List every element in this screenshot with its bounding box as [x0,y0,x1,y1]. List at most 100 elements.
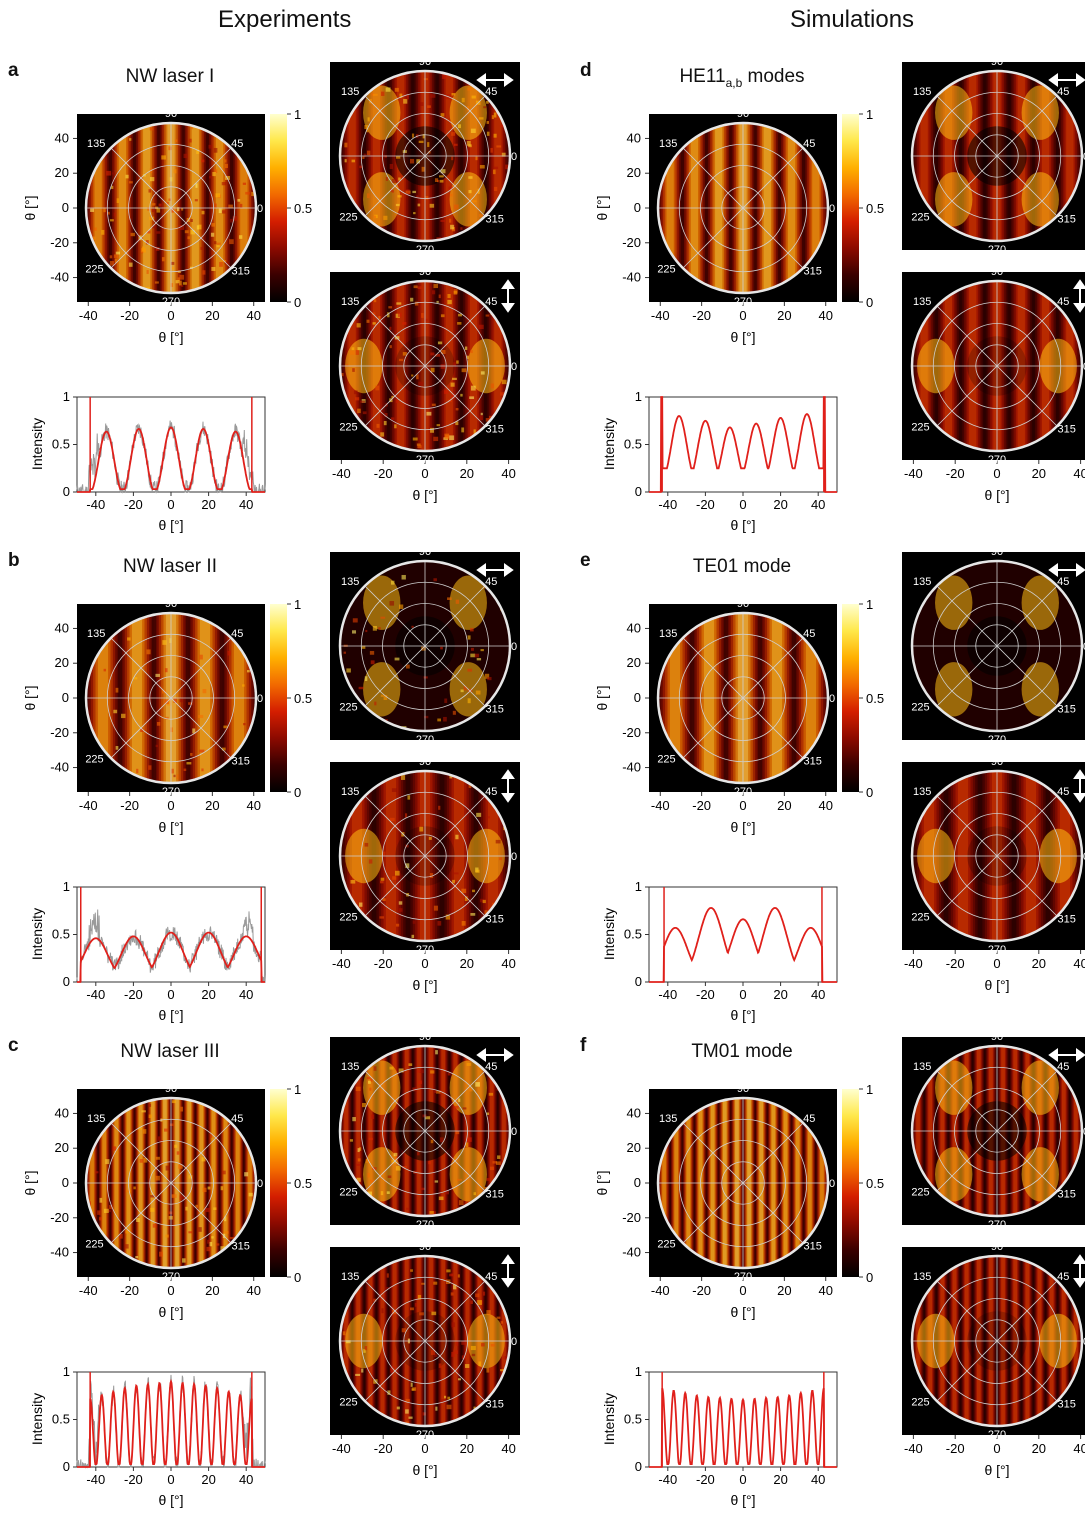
x-tick-label: -20 [120,308,139,323]
x-tick-label: -20 [692,1283,711,1298]
y-tick-label: -20 [622,725,641,740]
polar-angle-label: 270 [162,296,180,308]
polar-angle-label: 45 [1057,1061,1069,1073]
polar-angle-label: 225 [657,754,675,766]
polar-grid [340,71,510,241]
colorbar [842,604,859,792]
polar-angle-label: 45 [485,86,497,98]
panel-title: HE11a,b modes [632,66,852,90]
y-tick-label: 40 [627,1105,641,1120]
panel-title-tail: modes [742,66,805,87]
x-tick-label: -40 [651,1283,670,1298]
polar-angle-label: 270 [734,1271,752,1283]
polar-angle-label: 0 [1083,361,1085,373]
polar-angle-label: 225 [911,212,929,224]
y-tick-label: 40 [55,620,69,635]
polar-angle-label: 315 [486,423,504,435]
colorbar-tick-label: 1 [866,597,873,612]
polar-angle-label: 225 [85,754,103,766]
x-tick-label: -40 [79,798,98,813]
x-tick-label: 40 [818,1283,832,1298]
y-axis-label: θ [°] [594,685,610,710]
polar-angle-label: 225 [911,422,929,434]
polar-angle-label: 90 [991,56,1003,68]
y-tick-label: 0 [62,1175,69,1190]
polar-angle-label: 270 [416,1219,434,1231]
x-axis-label: θ [°] [730,819,755,835]
y-tick-label: 20 [627,1140,641,1155]
polar-angle-label: 315 [1058,703,1076,715]
panel-title-main: TM01 mode [691,1041,793,1062]
y-tick-label: 20 [55,1140,69,1155]
theta-tick-label: -20 [696,987,715,1002]
polar-angle-label: 315 [1058,913,1076,925]
theta-tick-label: 20 [773,1472,787,1487]
y-tick-label: -20 [50,725,69,740]
x-tick-label: 40 [246,1283,260,1298]
polar-angle-label: 90 [419,546,431,558]
y-tick-label: -40 [50,1245,69,1260]
intensity-tick-label: 0.5 [624,927,642,942]
polar-angle-label: 0 [511,151,517,163]
x-tick-label: 20 [777,308,791,323]
theta-tick-label: 0 [167,1472,174,1487]
profile-x-axis-label: θ [°] [158,1007,183,1023]
polar-angle-label: 270 [162,786,180,798]
intensity-tick-label: 1 [63,879,70,894]
polar-angle-label: 225 [339,702,357,714]
intensity-tick-label: 0 [635,1459,642,1474]
x-tick-label: 40 [246,798,260,813]
intensity-tick-label: 0.5 [52,927,70,942]
theta-tick-label: 40 [239,987,253,1002]
polar-angle-label: 315 [1058,423,1076,435]
polar-angle-label: 45 [231,628,243,640]
x-tick-label: -40 [332,956,351,971]
polar-angle-label: 225 [911,702,929,714]
panel-title-main: NW laser II [123,556,217,577]
polar-angle-label: 135 [913,1271,931,1283]
polar-angle-label: 270 [988,1429,1006,1441]
y-tick-label: -40 [622,1245,641,1260]
panel-letter: f [580,1035,587,1056]
polar-angle-label: 45 [485,576,497,588]
panel-figure: -40 -20 0 20 40 40 20 0 -20 -40 90 45 0 315 270 225 135 θ… [594,1031,1085,1508]
panel-title-main: NW laser III [120,1041,220,1062]
x-tick-label: -20 [946,466,965,481]
y-tick-label: 0 [62,200,69,215]
panel-letter: b [8,550,20,571]
y-tick-label: -40 [622,270,641,285]
horizontal-polarization-arrow-icon [1048,1048,1085,1062]
x-tick-label: -20 [374,956,393,971]
polar-angle-label: 0 [1083,851,1085,863]
polar-angle-label: 135 [341,786,359,798]
polar-grid [340,561,510,731]
polar-angle-label: 225 [85,1239,103,1251]
polar-grid [912,771,1082,941]
polar-grid [86,613,256,783]
polar-angle-label: 270 [988,1219,1006,1231]
polar-angle-label: 0 [1083,1126,1085,1138]
x-tick-label: 40 [1073,466,1085,481]
vertical-polarization-arrow-icon [1073,1254,1085,1288]
vertical-polarization-arrow-icon [1073,279,1085,313]
y-tick-label: 20 [55,165,69,180]
polar-angle-label: 45 [231,1113,243,1125]
polar-angle-label: 45 [1057,786,1069,798]
theta-tick-label: 40 [811,987,825,1002]
intensity-tick-label: 0 [63,974,70,989]
colorbar-tick-label: 0 [866,785,873,800]
horizontal-polarization-arrow-icon [1048,73,1085,87]
polar-angle-label: 315 [486,1188,504,1200]
y-tick-label: -20 [622,1210,641,1225]
x-tick-label: 0 [167,308,174,323]
x-tick-label: 20 [205,308,219,323]
y-tick-label: -40 [50,760,69,775]
polar-angle-label: 0 [511,1126,517,1138]
polar-angle-label: 135 [87,138,105,150]
polar-angle-label: 270 [416,244,434,256]
polar-angle-label: 270 [734,296,752,308]
x-tick-label: 0 [421,466,428,481]
panel-figure: -40 -20 0 20 40 40 20 0 -20 -40 90 45 0 315 270 225 135 θ… [594,56,1085,533]
horizontal-polarization-arrow-icon [476,73,514,87]
polar-angle-label: 0 [257,203,263,215]
